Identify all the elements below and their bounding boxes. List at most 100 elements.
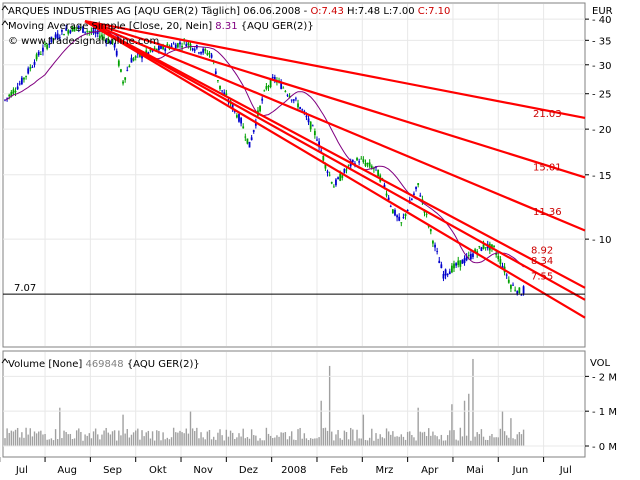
candle-body bbox=[103, 37, 105, 39]
candle-body bbox=[136, 53, 139, 55]
price-tick-label: - 40 bbox=[592, 15, 612, 26]
candle-body bbox=[510, 284, 512, 289]
candle-body bbox=[332, 186, 335, 188]
candle-body bbox=[318, 141, 320, 148]
candle-body bbox=[208, 52, 211, 55]
candle-body bbox=[90, 30, 93, 33]
candle-body bbox=[518, 287, 521, 293]
month-label: Jul bbox=[559, 465, 572, 476]
candle-body bbox=[126, 70, 129, 71]
candle-body bbox=[48, 43, 51, 45]
candle-body bbox=[271, 77, 274, 79]
candle-body bbox=[282, 87, 285, 89]
price-tick-label: - 35 bbox=[592, 36, 612, 47]
month-label: 2008 bbox=[281, 465, 306, 476]
candle-body bbox=[463, 258, 466, 263]
candle-body bbox=[204, 49, 207, 51]
volume-header: Volume [None] 469848 {AQU GER(2)} bbox=[8, 359, 200, 370]
ma-header: Moving Average Simple [Close, 20, Nein] … bbox=[8, 21, 314, 32]
candle-body bbox=[343, 168, 346, 173]
candle-body bbox=[434, 244, 436, 248]
candle-body bbox=[453, 263, 455, 269]
candle-body bbox=[12, 89, 15, 94]
candle-body bbox=[44, 44, 46, 45]
candle-body bbox=[516, 290, 519, 294]
candle-body bbox=[377, 169, 380, 177]
collapse-icon[interactable] bbox=[1, 5, 9, 11]
candle-body bbox=[157, 45, 160, 51]
candle-body bbox=[117, 60, 120, 66]
candle-body bbox=[113, 43, 116, 48]
month-label: Jul bbox=[15, 465, 28, 476]
candle-body bbox=[225, 93, 228, 95]
candle-body bbox=[263, 90, 266, 92]
candle-body bbox=[217, 80, 219, 81]
candle-body bbox=[10, 91, 13, 97]
collapse-icon[interactable] bbox=[1, 20, 9, 26]
candle-body bbox=[164, 48, 167, 51]
trendline[interactable] bbox=[84, 20, 586, 289]
candle-body bbox=[514, 289, 517, 291]
candle-body bbox=[284, 90, 287, 92]
candle-body bbox=[491, 244, 493, 249]
candle-body bbox=[77, 26, 80, 29]
candle-body bbox=[18, 83, 21, 85]
candle-body bbox=[387, 197, 390, 201]
candle-body bbox=[396, 215, 398, 218]
trendline-target-label: 8.92 bbox=[531, 245, 553, 256]
candle-body bbox=[31, 66, 34, 68]
candle-body bbox=[455, 263, 458, 266]
candle-body bbox=[328, 174, 331, 176]
candle-body bbox=[33, 61, 36, 65]
volume-bars bbox=[4, 358, 525, 446]
candle-body bbox=[474, 249, 476, 253]
candle-body bbox=[389, 206, 392, 207]
candle-body bbox=[214, 71, 217, 75]
candle-body bbox=[461, 259, 464, 264]
month-label: Okt bbox=[149, 465, 167, 476]
candle-body bbox=[240, 117, 242, 124]
candle-body bbox=[54, 34, 57, 38]
collapse-icon[interactable] bbox=[1, 358, 9, 364]
candle-body bbox=[499, 259, 502, 265]
volume-panel[interactable] bbox=[2, 350, 586, 458]
candle-body bbox=[398, 216, 401, 221]
candle-body bbox=[364, 162, 367, 166]
candle-body bbox=[16, 86, 19, 90]
candle-body bbox=[82, 26, 84, 33]
candle-body bbox=[8, 94, 11, 97]
candle-body bbox=[295, 98, 297, 100]
trendline[interactable] bbox=[84, 20, 586, 232]
candle-body bbox=[120, 69, 122, 72]
candle-body bbox=[442, 273, 445, 279]
candle-body bbox=[507, 279, 510, 283]
candle-body bbox=[299, 107, 302, 109]
trendline[interactable] bbox=[84, 20, 586, 179]
candle-body bbox=[311, 125, 314, 127]
candle-body bbox=[373, 168, 375, 170]
trendline[interactable] bbox=[84, 20, 586, 319]
candle-body bbox=[383, 184, 386, 188]
candle-body bbox=[482, 244, 485, 249]
candle-body bbox=[105, 39, 108, 43]
candle-body bbox=[124, 77, 127, 80]
candle-body bbox=[176, 43, 179, 48]
candle-body bbox=[351, 159, 354, 162]
candle-body bbox=[385, 193, 388, 196]
candle-body bbox=[480, 247, 483, 251]
candle-body bbox=[46, 44, 49, 49]
candle-body bbox=[109, 41, 112, 45]
candle-body bbox=[147, 52, 150, 55]
candle-body bbox=[172, 43, 175, 45]
candle-body bbox=[86, 31, 89, 33]
candle-body bbox=[27, 68, 30, 74]
candle-body bbox=[115, 50, 118, 56]
candle-body bbox=[185, 44, 188, 47]
candle-body bbox=[96, 30, 99, 35]
candle-body bbox=[484, 247, 487, 249]
candle-body bbox=[493, 245, 495, 247]
trendline[interactable] bbox=[84, 20, 586, 120]
price-tick-label: - 10 bbox=[592, 235, 612, 246]
trendline[interactable] bbox=[84, 20, 586, 301]
